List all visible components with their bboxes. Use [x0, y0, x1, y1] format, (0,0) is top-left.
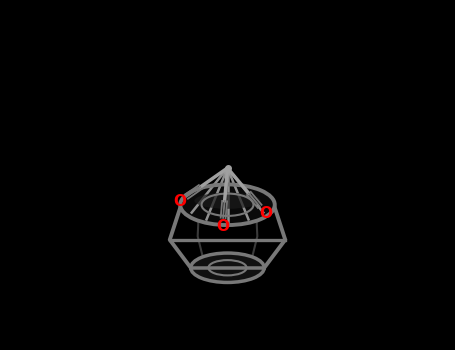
Text: O: O	[216, 219, 229, 234]
Ellipse shape	[191, 253, 264, 282]
Ellipse shape	[180, 184, 275, 225]
Text: O: O	[173, 194, 186, 209]
Text: O: O	[259, 205, 272, 220]
Ellipse shape	[194, 193, 261, 209]
